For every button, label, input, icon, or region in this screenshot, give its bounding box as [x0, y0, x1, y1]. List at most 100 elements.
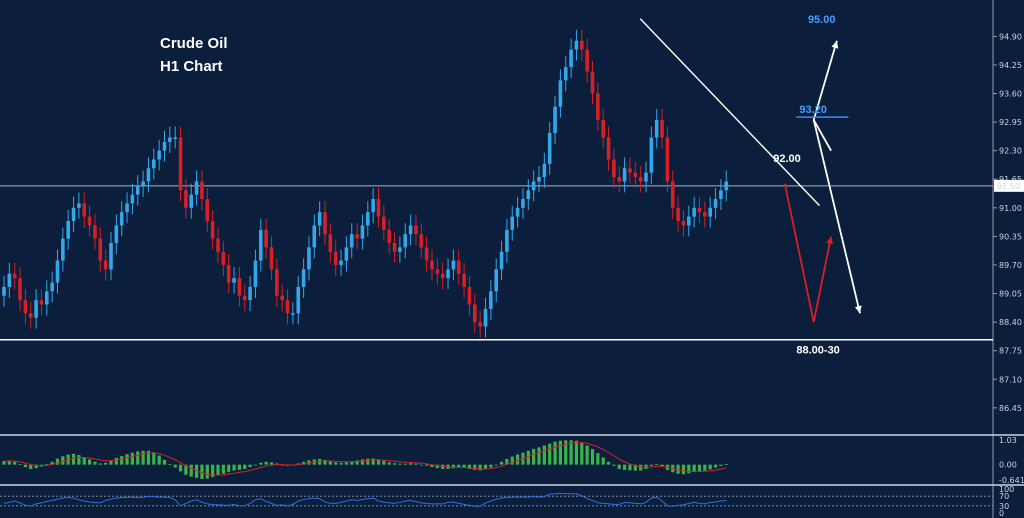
chart-title: Crude Oil	[160, 35, 228, 52]
current-price-tag	[994, 179, 1024, 192]
bull-candle	[553, 106, 557, 134]
macd-histogram-bar	[483, 464, 488, 470]
bull-candle	[515, 207, 520, 217]
bull-candle	[531, 181, 536, 191]
bear-candle	[237, 278, 242, 296]
bear-candle	[392, 242, 397, 252]
macd-histogram-bar	[676, 464, 680, 474]
bull-candle	[408, 225, 413, 235]
macd-histogram-bar	[61, 456, 65, 465]
price-axis-label: 91.00	[999, 204, 1022, 213]
macd-histogram-bar	[211, 464, 215, 478]
bear-candle	[414, 225, 418, 235]
macd-histogram-bar	[141, 450, 145, 465]
bear-candle	[269, 247, 274, 270]
bear-candle	[205, 199, 210, 221]
macd-histogram-bar	[574, 440, 579, 465]
bull-candle	[489, 291, 493, 309]
bull-candle	[371, 199, 375, 213]
breakdown-arrowhead	[854, 305, 862, 314]
breakout-level-label: 92.00	[773, 153, 801, 165]
bull-candle	[446, 269, 450, 279]
price-axis-label: 94.90	[999, 32, 1022, 41]
bull-candle	[521, 199, 525, 208]
macd-histogram-bar	[334, 462, 338, 465]
macd-histogram-bar	[130, 452, 134, 465]
bull-candle	[499, 251, 504, 270]
bull-candle	[66, 221, 70, 239]
macd-histogram-bar	[639, 464, 643, 471]
macd-histogram-bar	[2, 461, 6, 465]
bull-candle	[537, 177, 541, 182]
bull-candle	[563, 67, 568, 81]
bull-candle	[708, 207, 712, 217]
rsi-axis-label: 0	[999, 509, 1004, 518]
macd-histogram-bar	[382, 460, 386, 465]
bear-candle	[596, 93, 600, 120]
macd-histogram-bar	[649, 464, 653, 466]
bear-candle	[419, 234, 424, 248]
chart-timeframe: H1 Chart	[160, 58, 223, 75]
bear-candle	[660, 119, 664, 138]
bear-candle	[275, 269, 279, 296]
rsi-axis-label: 70	[999, 492, 1009, 501]
bear-candle	[665, 137, 670, 182]
bear-candle	[39, 300, 44, 305]
bull-candle	[55, 260, 60, 283]
bull-candle	[312, 225, 317, 248]
bull-candle	[77, 203, 81, 208]
bear-candle	[93, 225, 97, 239]
macd-histogram-bar	[23, 464, 27, 468]
bear-candle	[580, 40, 584, 50]
macd-histogram-bar	[269, 462, 274, 465]
bear-candle	[323, 212, 327, 235]
bear-candle	[681, 221, 686, 226]
macd-histogram-bar	[307, 460, 311, 465]
macd-histogram-bar	[98, 463, 102, 465]
macd-histogram-bar	[430, 464, 434, 468]
rsi-axis-label: 100	[999, 485, 1014, 494]
bear-candle	[633, 172, 638, 178]
macd-histogram-bar	[703, 464, 707, 471]
macd-histogram-bar	[644, 464, 648, 469]
price-axis-label: 90.35	[999, 232, 1022, 241]
macd-histogram-bar	[248, 464, 252, 468]
bull-candle	[692, 207, 696, 217]
price-axis-label: 89.05	[999, 290, 1022, 299]
macd-histogram-bar	[136, 451, 140, 465]
macd-histogram-bar	[510, 456, 514, 465]
bull-candle	[146, 168, 151, 182]
macd-histogram-bar	[344, 462, 348, 465]
target-high-label: 95.00	[808, 14, 836, 26]
macd-histogram-bar	[435, 464, 439, 469]
macd-histogram-bar	[569, 440, 573, 465]
bear-candle	[178, 137, 183, 191]
bull-candle	[366, 212, 370, 226]
macd-histogram-bar	[392, 463, 397, 465]
macd-histogram-bar	[628, 464, 632, 471]
macd-histogram-bar	[414, 463, 418, 465]
macd-histogram-bar	[499, 461, 504, 465]
macd-histogram-bar	[45, 464, 49, 465]
macd-histogram-bar	[590, 449, 595, 465]
macd-histogram-bar	[339, 462, 343, 465]
price-axis-label: 92.95	[999, 118, 1022, 127]
bull-candle	[168, 137, 172, 142]
macd-histogram-bar	[719, 464, 723, 466]
resistance-trendline	[639, 18, 821, 207]
bear-candle	[355, 234, 359, 239]
bull-candle	[505, 229, 509, 252]
macd-histogram-bar	[376, 459, 381, 465]
bull-candle	[301, 269, 306, 287]
bear-candle	[606, 137, 611, 160]
macd-histogram-bar	[403, 463, 407, 465]
macd-histogram-bar	[55, 458, 60, 465]
bull-candle	[654, 119, 659, 138]
macd-histogram-bar	[692, 464, 696, 472]
macd-histogram-bar	[580, 442, 584, 465]
resistance-level-label: 93.20	[799, 104, 827, 116]
bull-candle	[2, 286, 6, 296]
macd-histogram-bar	[323, 459, 327, 465]
bull-candle	[483, 308, 488, 327]
